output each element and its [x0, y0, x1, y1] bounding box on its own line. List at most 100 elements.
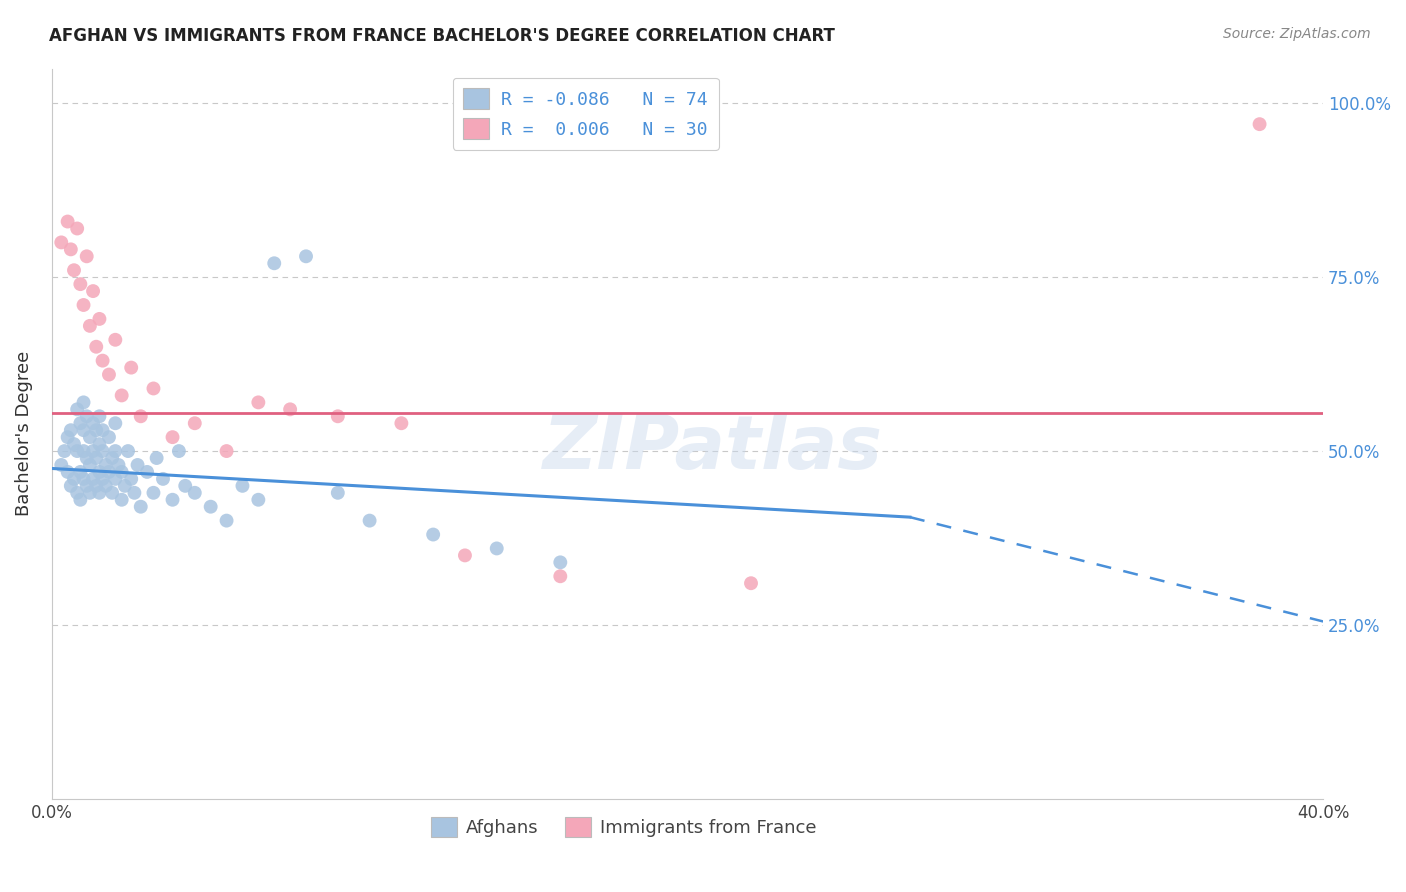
- Point: [124, 485, 146, 500]
- Point: [89, 437, 111, 451]
- Point: [107, 458, 129, 472]
- Point: [91, 353, 114, 368]
- Legend: Afghans, Immigrants from France: Afghans, Immigrants from France: [425, 809, 824, 845]
- Y-axis label: Bachelor's Degree: Bachelor's Degree: [15, 351, 32, 516]
- Point: [59, 243, 82, 257]
- Point: [120, 472, 142, 486]
- Point: [104, 444, 127, 458]
- Point: [111, 465, 134, 479]
- Point: [91, 444, 114, 458]
- Point: [550, 569, 572, 583]
- Point: [76, 249, 98, 263]
- Point: [91, 423, 114, 437]
- Point: [200, 500, 222, 514]
- Point: [114, 479, 136, 493]
- Point: [72, 395, 94, 409]
- Point: [215, 514, 238, 528]
- Point: [295, 249, 318, 263]
- Point: [142, 382, 165, 396]
- Point: [104, 333, 127, 347]
- Point: [231, 479, 253, 493]
- Point: [263, 256, 285, 270]
- Point: [84, 340, 107, 354]
- Point: [278, 402, 301, 417]
- Point: [101, 485, 124, 500]
- Point: [142, 485, 165, 500]
- Point: [76, 409, 98, 424]
- Point: [184, 416, 207, 430]
- Point: [104, 416, 127, 430]
- Point: [136, 465, 159, 479]
- Point: [91, 472, 114, 486]
- Point: [69, 465, 91, 479]
- Point: [82, 284, 104, 298]
- Point: [56, 465, 79, 479]
- Point: [76, 450, 98, 465]
- Point: [94, 458, 117, 472]
- Point: [72, 472, 94, 486]
- Point: [84, 423, 107, 437]
- Point: [145, 450, 167, 465]
- Point: [184, 485, 207, 500]
- Point: [117, 444, 139, 458]
- Point: [215, 444, 238, 458]
- Point: [97, 430, 120, 444]
- Point: [94, 479, 117, 493]
- Point: [89, 485, 111, 500]
- Point: [174, 479, 197, 493]
- Point: [162, 492, 184, 507]
- Point: [82, 444, 104, 458]
- Point: [66, 402, 89, 417]
- Point: [120, 360, 142, 375]
- Point: [247, 492, 270, 507]
- Point: [82, 416, 104, 430]
- Point: [550, 555, 572, 569]
- Point: [167, 444, 190, 458]
- Point: [69, 277, 91, 292]
- Text: AFGHAN VS IMMIGRANTS FROM FRANCE BACHELOR'S DEGREE CORRELATION CHART: AFGHAN VS IMMIGRANTS FROM FRANCE BACHELO…: [49, 27, 835, 45]
- Point: [82, 472, 104, 486]
- Point: [72, 423, 94, 437]
- Point: [485, 541, 508, 556]
- Point: [69, 492, 91, 507]
- Point: [1249, 117, 1271, 131]
- Point: [59, 423, 82, 437]
- Point: [66, 444, 89, 458]
- Point: [101, 450, 124, 465]
- Point: [84, 479, 107, 493]
- Point: [104, 472, 127, 486]
- Point: [89, 312, 111, 326]
- Point: [51, 458, 73, 472]
- Point: [76, 479, 98, 493]
- Point: [111, 492, 134, 507]
- Point: [69, 416, 91, 430]
- Point: [84, 450, 107, 465]
- Point: [97, 465, 120, 479]
- Point: [51, 235, 73, 250]
- Point: [111, 388, 134, 402]
- Point: [97, 368, 120, 382]
- Point: [247, 395, 270, 409]
- Point: [152, 472, 174, 486]
- Point: [72, 298, 94, 312]
- Text: Source: ZipAtlas.com: Source: ZipAtlas.com: [1223, 27, 1371, 41]
- Point: [72, 444, 94, 458]
- Point: [56, 430, 79, 444]
- Point: [79, 430, 101, 444]
- Point: [79, 318, 101, 333]
- Point: [89, 409, 111, 424]
- Point: [79, 485, 101, 500]
- Point: [326, 409, 349, 424]
- Point: [162, 430, 184, 444]
- Point: [454, 549, 477, 563]
- Text: ZIPatlas: ZIPatlas: [543, 412, 883, 484]
- Point: [63, 263, 86, 277]
- Point: [53, 444, 76, 458]
- Point: [129, 500, 152, 514]
- Point: [129, 409, 152, 424]
- Point: [389, 416, 412, 430]
- Point: [63, 437, 86, 451]
- Point: [63, 472, 86, 486]
- Point: [56, 214, 79, 228]
- Point: [89, 465, 111, 479]
